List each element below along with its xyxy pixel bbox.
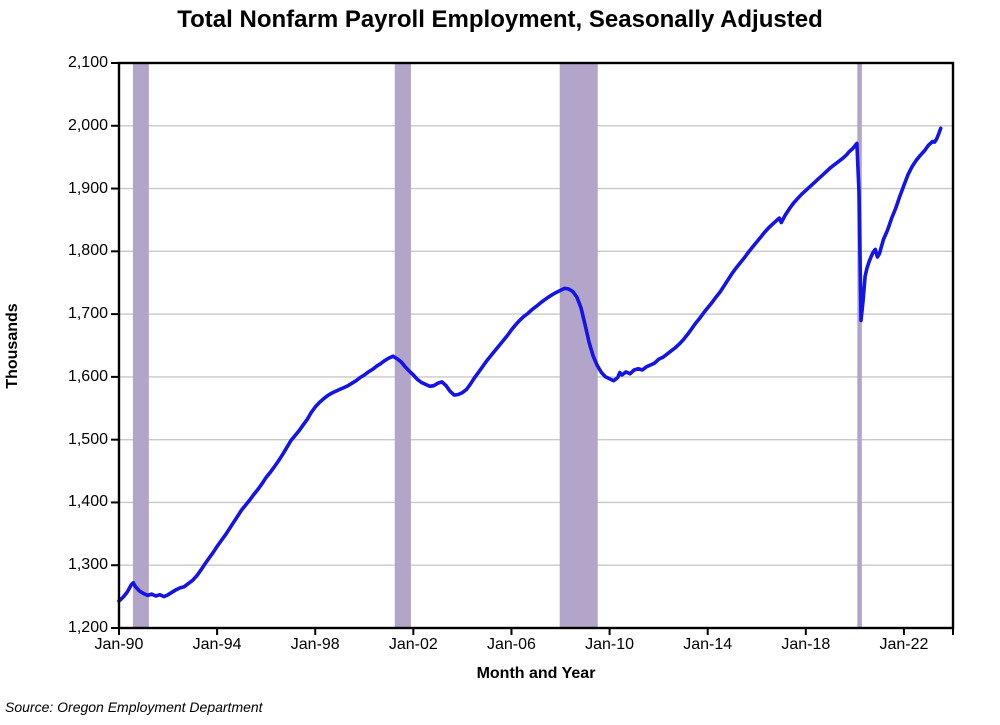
plot-border xyxy=(117,61,955,630)
y-tick-label: 2,100 xyxy=(67,54,108,71)
source-note: Source: Oregon Employment Department xyxy=(5,699,263,715)
x-tick-label: Jan-18 xyxy=(781,636,831,653)
x-tick-label: Jan-14 xyxy=(683,636,733,653)
x-tick-label: Jan-10 xyxy=(585,636,635,653)
x-tick-label: Jan-06 xyxy=(487,636,536,653)
x-axis-title: Month and Year xyxy=(476,665,596,682)
y-tick-label: 2,000 xyxy=(67,116,108,134)
employment-line xyxy=(117,126,943,603)
y-tick-label: 1,900 xyxy=(67,179,108,197)
y-tick-label: 1,600 xyxy=(67,367,108,385)
x-tick-label: Jan-98 xyxy=(290,636,340,653)
y-tick-label: 1,700 xyxy=(67,305,108,323)
recession-band xyxy=(857,63,862,628)
x-tick-label: Jan-22 xyxy=(879,636,929,653)
y-tick-label: 1,400 xyxy=(67,493,108,511)
y-tick-label: 1,200 xyxy=(67,619,108,636)
y-tick-label: 1,300 xyxy=(67,556,108,574)
recession-band xyxy=(132,63,149,628)
y-tick-label: 1,500 xyxy=(67,430,108,448)
y-tick-label: 1,800 xyxy=(67,242,108,260)
recession-band xyxy=(394,63,411,628)
chart-title: Total Nonfarm Payroll Employment, Season… xyxy=(177,6,823,33)
x-tick-label: Jan-02 xyxy=(388,636,438,653)
x-tick-label: Jan-94 xyxy=(192,636,242,653)
recession-band xyxy=(559,63,598,628)
x-tick-label: Jan-90 xyxy=(94,636,144,653)
